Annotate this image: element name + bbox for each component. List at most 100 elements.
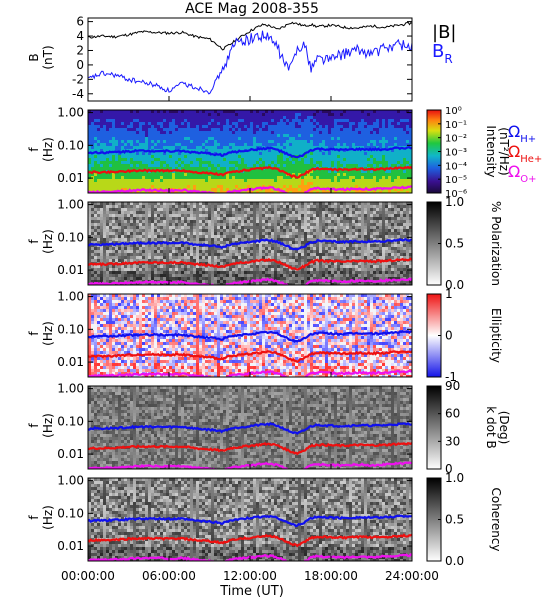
spectrogram-cell <box>298 208 301 211</box>
spectrogram-cell <box>259 232 262 235</box>
spectrogram-cell <box>118 214 121 217</box>
spectrogram-cell <box>172 155 175 158</box>
spectrogram-cell <box>220 238 223 241</box>
spectrogram-cell <box>256 185 259 188</box>
spectrogram-cell <box>115 208 118 211</box>
spectrogram-cell <box>382 220 385 223</box>
spectrogram-cell <box>190 158 193 161</box>
spectrogram-cell <box>175 191 178 193</box>
spectrogram-cell <box>199 211 202 214</box>
spectrogram-cell <box>406 250 409 253</box>
spectrogram-cell <box>232 229 235 232</box>
spectrogram-cell <box>307 134 310 137</box>
spectrogram-cell <box>241 173 244 176</box>
spectrogram-cell <box>178 208 181 211</box>
spectrogram-cell <box>253 122 256 125</box>
spectrogram-cell <box>283 119 286 122</box>
spectrogram-cell <box>205 128 208 131</box>
spectrogram-cell <box>97 137 100 140</box>
spectrogram-cell <box>151 110 154 113</box>
spectrogram-cell <box>382 110 385 113</box>
spectrogram-cell <box>304 137 307 140</box>
spectrogram-cell <box>385 244 388 247</box>
spectrogram-cell <box>217 217 220 220</box>
spectrogram-cell <box>160 247 163 250</box>
spectrogram-cell <box>247 122 250 125</box>
spectrogram-cell <box>163 185 166 188</box>
spectrogram-cell <box>199 220 202 223</box>
spectrogram-cell <box>106 205 109 208</box>
spectrogram-cell <box>127 188 130 191</box>
spectrogram-cell <box>253 164 256 167</box>
spectrogram-cell <box>241 116 244 119</box>
spectrogram-cell <box>343 208 346 211</box>
spectrogram-cell <box>364 137 367 140</box>
spectrogram-cell <box>112 253 115 256</box>
spectrogram-cell <box>340 179 343 182</box>
spectrogram-cell <box>325 134 328 137</box>
spectrogram-cell <box>118 217 121 220</box>
spectrogram-cell <box>190 113 193 116</box>
spectrogram-cell <box>325 244 328 247</box>
spectrogram-cell <box>202 185 205 188</box>
spectrogram-cell <box>385 226 388 229</box>
spectrogram-cell <box>394 205 397 208</box>
spectrogram-cell <box>109 137 112 140</box>
spectrogram-cell <box>307 140 310 143</box>
spectrogram-cell <box>187 182 190 185</box>
spectrogram-cell <box>397 223 400 226</box>
spectrogram-cell <box>328 125 331 128</box>
spectrogram-cell <box>154 182 157 185</box>
spectrogram-cell <box>274 179 277 182</box>
spectrogram-cell <box>178 119 181 122</box>
spectrogram-cell <box>409 188 412 191</box>
spectrogram-cell <box>244 113 247 116</box>
spectrogram-cell <box>319 146 322 149</box>
spectrogram-cell <box>265 155 268 158</box>
spectrogram-cell <box>112 146 115 149</box>
spectrogram-cell <box>310 223 313 226</box>
spectrogram-cell <box>337 211 340 214</box>
spectrogram-cell <box>136 140 139 143</box>
spectrogram-cell <box>202 223 205 226</box>
spectrogram-cell <box>265 202 268 205</box>
spectrogram-cell <box>97 116 100 119</box>
spectrogram-cell <box>169 164 172 167</box>
spectrogram-cell <box>361 170 364 173</box>
spectrogram-cell <box>247 214 250 217</box>
spectrogram-cell <box>301 214 304 217</box>
spectrogram-cell <box>352 152 355 155</box>
spectrogram-cell <box>349 235 352 238</box>
spectrogram-cell <box>232 244 235 247</box>
spectrogram-cell <box>322 131 325 134</box>
spectrogram-cell <box>388 241 391 244</box>
spectrogram-cell <box>259 205 262 208</box>
spectrogram-cell <box>220 140 223 143</box>
spectrogram-cell <box>238 110 241 113</box>
spectrogram-cell <box>202 143 205 146</box>
spectrogram-cell <box>217 167 220 170</box>
spectrogram-cell <box>382 152 385 155</box>
spectrogram-cell <box>382 170 385 173</box>
spectrogram-cell <box>187 164 190 167</box>
spectrogram-cell <box>271 191 274 193</box>
spectrogram-cell <box>217 205 220 208</box>
spectrogram-cell <box>232 125 235 128</box>
spectrogram-cell <box>265 158 268 161</box>
spectrogram-cell <box>154 125 157 128</box>
spectrogram-cell <box>355 208 358 211</box>
spectrogram-cell <box>319 235 322 238</box>
spectrogram-cell <box>208 250 211 253</box>
spectrogram-cell <box>139 116 142 119</box>
spectrogram-cell <box>181 128 184 131</box>
spectrogram-cell <box>313 113 316 116</box>
spectrogram-cell <box>193 113 196 116</box>
spectrogram-cell <box>358 173 361 176</box>
spectrogram-cell <box>211 185 214 188</box>
spectrogram-cell <box>193 208 196 211</box>
spectrogram-cell <box>193 110 196 113</box>
spectrogram-cell <box>157 167 160 170</box>
spectrogram-cell <box>220 116 223 119</box>
spectrogram-cell <box>217 179 220 182</box>
spectrogram-cell <box>223 211 226 214</box>
